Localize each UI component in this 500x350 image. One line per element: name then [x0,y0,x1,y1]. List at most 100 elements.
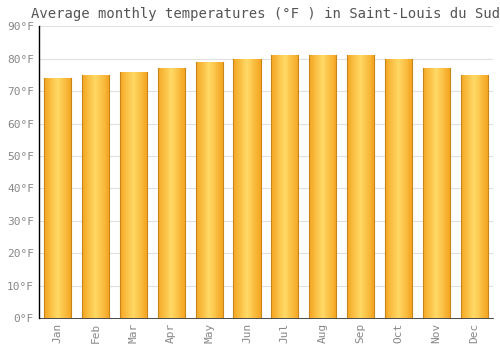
Bar [84,75,86,318]
Bar [366,55,367,318]
Bar [431,68,432,318]
Bar [312,55,314,318]
Bar [236,59,237,318]
Bar [362,55,364,318]
Bar [48,78,50,318]
Bar [60,78,62,318]
Bar [358,55,360,318]
Bar [476,75,477,318]
Bar [310,55,311,318]
Bar [180,68,182,318]
Bar [102,75,103,318]
Bar [347,55,348,318]
Bar [468,75,469,318]
Bar [183,68,184,318]
Bar [370,55,372,318]
Bar [483,75,484,318]
Bar [427,68,428,318]
Bar [47,78,48,318]
Bar [439,68,440,318]
Bar [258,59,259,318]
Title: Average monthly temperatures (°F ) in Saint-Louis du Sud: Average monthly temperatures (°F ) in Sa… [32,7,500,21]
Bar [441,68,442,318]
Bar [311,55,312,318]
Bar [160,68,162,318]
Bar [403,59,404,318]
Bar [322,55,324,318]
Bar [288,55,290,318]
Bar [219,62,220,318]
Bar [57,78,58,318]
Bar [395,59,396,318]
Bar [256,59,257,318]
Bar [201,62,202,318]
Bar [120,72,122,318]
Bar [480,75,482,318]
Bar [448,68,449,318]
Bar [398,59,400,318]
Bar [126,72,127,318]
Bar [221,62,222,318]
Bar [66,78,67,318]
Bar [388,59,390,318]
Bar [477,75,478,318]
Bar [92,75,93,318]
Bar [408,59,410,318]
Bar [332,55,334,318]
Bar [259,59,260,318]
Bar [222,62,223,318]
Bar [70,78,72,318]
Bar [272,55,273,318]
Bar [449,68,450,318]
Bar [391,59,392,318]
Bar [400,59,401,318]
Bar [328,55,329,318]
Bar [386,59,388,318]
Bar [50,78,51,318]
Bar [486,75,487,318]
Bar [274,55,275,318]
Bar [352,55,354,318]
Bar [214,62,216,318]
Bar [218,62,219,318]
Bar [240,59,242,318]
Bar [411,59,412,318]
Bar [54,78,55,318]
Bar [281,55,282,318]
Bar [465,75,466,318]
Bar [257,59,258,318]
Bar [247,59,248,318]
Bar [234,59,235,318]
Bar [357,55,358,318]
Bar [108,75,109,318]
Bar [200,62,201,318]
Bar [220,62,221,318]
Bar [101,75,102,318]
Bar [176,68,178,318]
Bar [321,55,322,318]
Bar [372,55,374,318]
Bar [164,68,165,318]
Bar [246,59,247,318]
Bar [175,68,176,318]
Bar [432,68,434,318]
Bar [440,68,441,318]
Bar [136,72,137,318]
Bar [320,55,321,318]
Bar [122,72,124,318]
Bar [474,75,475,318]
Bar [356,55,357,318]
Bar [405,59,406,318]
Bar [104,75,106,318]
Bar [130,72,132,318]
Bar [91,75,92,318]
Bar [58,78,59,318]
Bar [83,75,84,318]
Bar [142,72,144,318]
Bar [238,59,239,318]
Bar [198,62,199,318]
Bar [392,59,393,318]
Bar [239,59,240,318]
Bar [65,78,66,318]
Bar [437,68,438,318]
